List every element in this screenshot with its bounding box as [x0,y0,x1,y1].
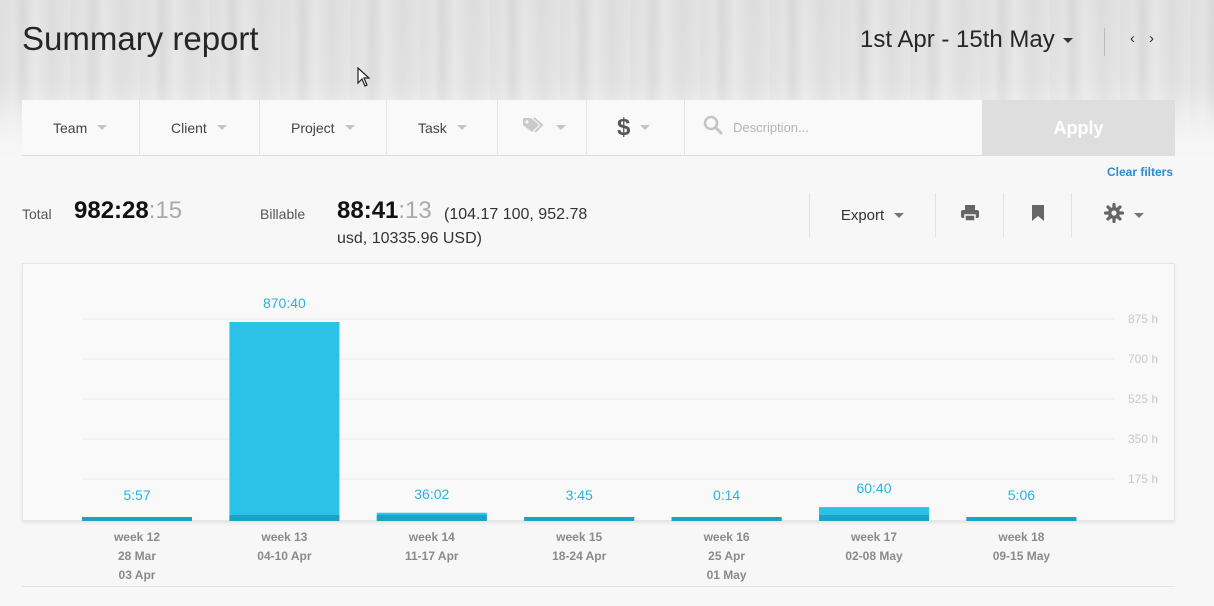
dollar-icon: $ [617,113,631,141]
description-search [685,115,982,140]
settings-button[interactable] [1071,193,1175,237]
team-filter[interactable]: Team [22,99,140,156]
date-range-selector[interactable]: 1st Apr - 15th May [860,26,1073,54]
y-tick-label: 875 h [1128,312,1158,326]
chevron-down-icon [556,125,566,130]
billable-filter[interactable]: $ [587,99,685,156]
billable-amount-line-2: usd, 10335.96 USD) [337,230,482,247]
next-period-button[interactable]: › [1149,30,1154,47]
total-duration: 982:28:15 [74,197,182,225]
bar-billable-segment [229,515,340,521]
client-filter-label: Client [171,119,207,136]
team-filter-label: Team [53,119,88,136]
x-tick-label: 18-24 Apr [552,549,607,563]
bar-billable-segment [966,517,1077,521]
billable-duration-seconds: :13 [398,197,432,224]
x-tick-label: 01 May [707,568,747,582]
chevron-down-icon [344,125,355,130]
divider [22,586,1175,587]
description-input[interactable] [733,120,973,135]
client-filter[interactable]: Client [140,99,260,156]
export-label: Export [840,206,885,224]
filter-bar: Team Client Project Task $ [22,99,982,156]
x-tick-label: week 18 [997,530,1044,544]
y-tick-label: 175 h [1128,472,1158,486]
print-icon [960,204,980,226]
x-tick-label: 11-17 Apr [405,549,459,563]
x-tick-label: week 14 [408,530,455,544]
search-icon [703,115,723,140]
chevron-down-icon [216,125,227,130]
gear-icon [1103,202,1124,227]
previous-period-button[interactable]: ‹ [1130,30,1135,47]
tag-icon [522,116,546,139]
page-title: Summary report [22,20,259,57]
x-tick-label: week 17 [850,530,897,544]
chevron-down-icon [97,125,108,130]
x-tick-label: 28 Mar [118,549,156,563]
bar-value-label: 3:45 [566,487,593,503]
y-tick-label: 700 h [1128,352,1158,366]
chevron-down-icon [640,125,651,130]
x-tick-label: 25 Apr [708,549,745,563]
x-tick-label: 02-08 May [845,549,903,563]
chevron-down-icon [1062,37,1073,43]
project-filter-label: Project [291,119,335,136]
x-tick-label: week 12 [113,530,160,544]
clear-filters-link[interactable]: Clear filters [1107,165,1174,179]
export-button[interactable]: Export [809,193,935,237]
bar-value-label: 5:06 [1008,487,1035,503]
x-tick-label: week 16 [703,530,750,544]
billable-amounts: (104.17 100, 952.78 usd, 10335.96 USD) [337,203,607,251]
x-tick-label: week 15 [555,530,602,544]
chevron-down-icon [456,125,467,130]
divider [1104,28,1105,56]
task-filter-label: Task [418,119,447,136]
apply-button[interactable]: Apply [982,100,1175,156]
billable-label: Billable [260,206,306,222]
chevron-down-icon [894,212,905,218]
bar-billable-segment [819,515,929,521]
date-nav: ‹ › [1130,30,1154,47]
report-toolbar: Export [809,193,1175,237]
bar-value-label: 5:57 [123,487,150,503]
billable-amount-line-1: (104.17 100, 952.78 [444,206,588,223]
date-range-label: 1st Apr - 15th May [860,26,1055,53]
y-tick-label: 350 h [1128,432,1158,446]
bookmark-button[interactable] [1003,193,1071,237]
bar-billable-segment [82,517,192,521]
billable-duration-main: 88:41 [337,197,399,224]
bar-billable-segment [671,517,782,521]
bar-billable-segment [524,517,635,521]
total-label: Total [22,206,52,222]
summary-chart [22,263,1175,521]
bar-value-label: 870:40 [263,295,306,311]
billable-duration: 88:41:13 [337,197,432,225]
total-duration-seconds: :15 [148,197,183,224]
print-button[interactable] [935,193,1003,237]
task-filter[interactable]: Task [387,99,498,156]
mouse-cursor-icon [357,66,371,92]
bookmark-icon [1031,204,1045,226]
bar-billable-segment [376,515,487,521]
y-tick-label: 525 h [1128,392,1158,406]
bar-value-label: 60:40 [856,480,891,496]
bar[interactable] [229,321,340,521]
bar-value-label: 36:02 [414,486,449,502]
x-tick-label: 09-15 May [993,549,1051,563]
chevron-down-icon [1133,212,1144,218]
x-tick-label: 04-10 Apr [257,549,312,563]
x-tick-label: 03 Apr [119,568,156,582]
x-tick-label: week 13 [260,530,307,544]
bar-value-label: 0:14 [713,487,740,503]
total-duration-main: 982:28 [74,197,149,224]
tags-filter[interactable] [498,99,587,156]
project-filter[interactable]: Project [260,99,387,156]
